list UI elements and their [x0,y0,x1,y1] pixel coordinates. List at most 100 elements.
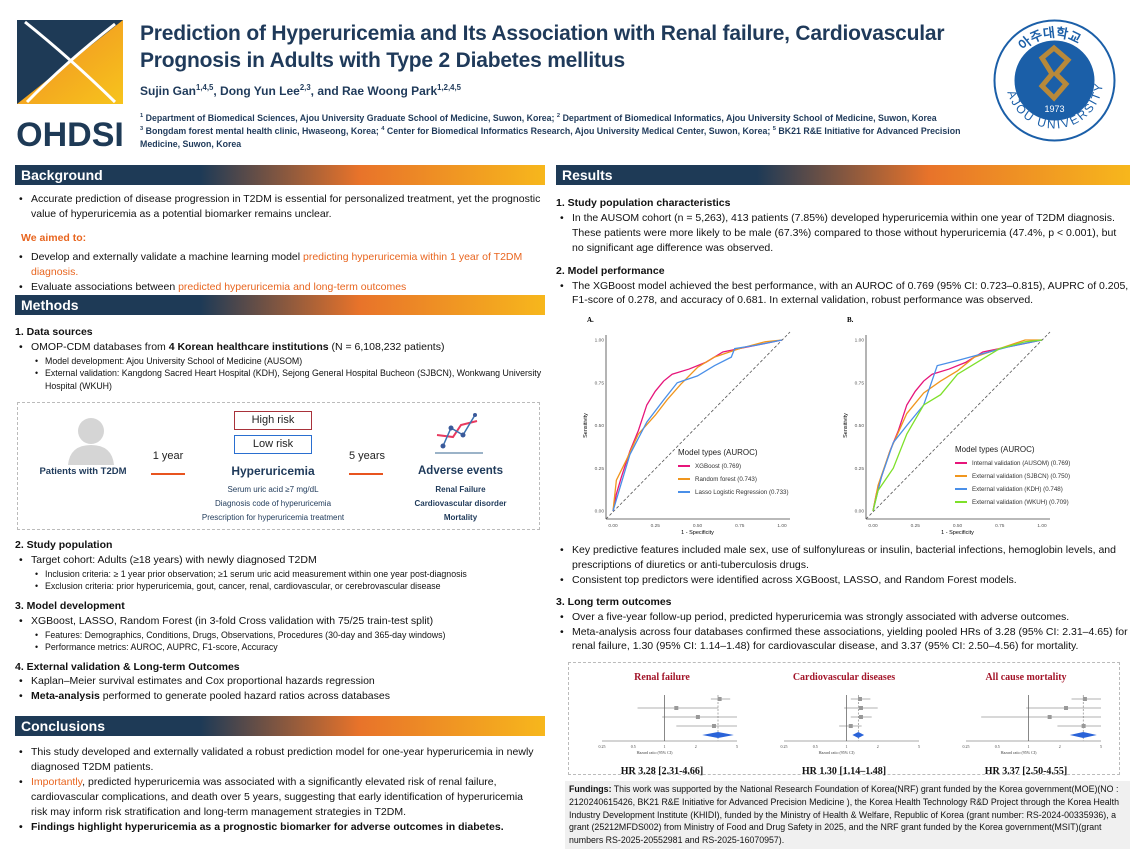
x-axis-label: 1 - Specificity [681,530,714,536]
study-estimate [717,697,722,701]
forest-tick: 0.25 [599,744,606,749]
legend-entry: External validation (KDH) (0.748) [972,486,1063,493]
forest-title: Renal failure [634,672,690,683]
affiliations: 1 Department of Biomedical Sciences, Ajo… [140,113,961,149]
hyperuricemia-criteria: Serum uric acid ≥7 mg/dL Diagnosis code o… [201,485,345,522]
background-bullet: Accurate prediction of disease progressi… [15,192,545,222]
high-risk-box: High risk [234,411,312,430]
study-design-diagram: Patients with T2DM 1 year High risk Low … [17,402,540,530]
results-s1-title: 1. Study population characteristics [556,197,731,209]
external-validation-title: 4. External validation & Long-term Outco… [15,660,240,673]
model-dev-sub: Performance metrics: AUROC, AUPRC, F1-sc… [15,641,545,654]
model-dev-sub: Features: Demographics, Conditions, Drug… [15,629,545,642]
pooled-hr-label: HR 1.30 [1.14–1.48] [801,765,887,777]
patients-label: Patients with T2DM [39,466,127,477]
panel-label: B. [847,316,854,324]
pooled-diamond [702,732,734,738]
data-sources-sub: External validation: Kangdong Sacred Hea… [15,367,545,392]
aims-label: We aimed to: [21,231,87,244]
methods-rest: 2. Study population Target cohort: Adult… [15,532,545,704]
conclusion-bullet: This study developed and externally vali… [15,745,540,775]
x-tick-label: 0.50 [953,523,963,529]
y-tick-label: 0.50 [855,423,865,429]
y-tick-label: 0.00 [855,509,865,515]
fundings: Fundings: This work was supported by the… [565,781,1130,849]
methods-heading: Methods [15,295,545,315]
x-tick-label: 0.25 [651,523,661,529]
adverse-events-label: Adverse events [417,465,504,477]
study-estimate [1082,697,1087,701]
background-section: Accurate prediction of disease progressi… [15,192,545,294]
results-s2-bullet: The XGBoost model achieved the best perf… [556,279,1130,309]
legend-title: Model types (AUROC) [678,448,758,457]
forest-panel: All cause mortality 0.25 0.5 1 2 5 Hazard rati… [941,663,1111,779]
forest-panel: Cardiovascular diseases 0.25 0.5 1 2 5 Hazard … [759,663,929,779]
diagonal-reference [605,331,791,520]
forest-tick: 2 [695,744,697,749]
forest-tick: 5 [736,744,738,749]
legend-entry: XGBoost (0.769) [695,463,741,470]
svg-text:1973: 1973 [1044,104,1064,114]
results-s3-title: 3. Long term outcomes [556,595,672,608]
x-tick-label: 0.75 [735,523,745,529]
hyperuricemia-label: Hyperuricemia [231,464,315,478]
study-population-title: 2. Study population [15,539,113,551]
x-axis-label: 1 - Specificity [941,530,974,536]
forest-x-label: Hazard ratio (95% CI) [1001,750,1038,755]
exclusion-criteria: Exclusion criteria: prior hyperuricemia,… [15,580,545,593]
forest-x-label: Hazard ratio (95% CI) [637,750,674,755]
legend-entry: External validation (SJBCN) (0.750) [972,473,1070,480]
forest-tick: 5 [918,744,920,749]
x-tick-label: 0.50 [693,523,703,529]
results-s2-after: Consistent top predictors were identifie… [556,573,1130,588]
conclusions-heading: Conclusions [15,716,545,736]
y-tick-label: 0.25 [595,466,605,472]
low-risk-box: Low risk [234,435,312,454]
data-sources-title: 1. Data sources [15,326,93,338]
forest-tick: 0.5 [813,744,818,749]
legend-entry: Lasso Logistic Regression (0.733) [695,489,789,496]
inclusion-criteria: Inclusion criteria: ≥ 1 year prior obser… [15,568,545,581]
arrow1-label: 1 year [152,450,184,462]
methods-data-sources: 1. Data sources OMOP-CDM databases from … [15,319,545,392]
results-heading: Results [556,165,1130,185]
y-tick-label: 0.25 [855,466,865,472]
forest-plots: Renal failure 0.25 0.5 1 2 5 Hazard ratio (95%… [568,662,1120,777]
results-s3-bullet: Over a five-year follow-up period, predi… [556,610,1130,625]
forest-x-label: Hazard ratio (95% CI) [819,750,856,755]
pooled-diamond [1069,732,1097,738]
y-tick-label: 1.00 [595,338,605,344]
forest-plot: 0.25 0.5 1 2 5 Hazard ratio (95% CI) [963,695,1102,755]
panel-label: A. [587,316,594,324]
external-bullet: Kaplan–Meier survival estimates and Cox … [15,674,545,689]
conclusions-section: This study developed and externally vali… [15,745,540,834]
ohdsi-logo: OHDSI [15,18,125,154]
x-tick-label: 1.00 [1037,523,1047,529]
pooled-diamond [852,732,865,738]
conclusion-bullet: Importantly, predicted hyperuricemia was… [15,775,540,820]
x-tick-label: 0.00 [868,523,878,529]
legend-entry: Random forest (0.743) [695,476,757,483]
study-estimate [695,715,700,719]
diagonal-reference [865,331,1051,520]
external-bullet: Meta-analysis performed to generate pool… [15,689,545,704]
y-tick-label: 0.50 [595,423,605,429]
forest-tick: 0.5 [995,744,1000,749]
roc-chart-b: B. 0.00 0.00 0.25 0.25 0.50 0.50 0.75 0.75 1.00 1.… [843,316,1070,536]
x-tick-label: 0.00 [608,523,618,529]
arrow2-label: 5 years [348,450,386,462]
forest-tick: 1 [663,744,665,749]
arrow-right-icon [151,473,185,475]
authors: Sujin Gan1,4,5, Dong Yun Lee2,3, and Rae… [140,83,461,98]
pooled-hr-label: HR 3.28 [2.31-4.66] [620,765,704,777]
ajou-university-logo: 1973 AJOU UNIVERSITY 아주대학교 [992,18,1117,143]
forest-tick: 1 [845,744,847,749]
roc-chart-a: A. 0.00 0.00 0.25 0.25 0.50 0.50 0.75 0.75 1.00 1.… [583,316,791,536]
study-estimate [848,724,853,728]
y-tick-label: 1.00 [855,338,865,344]
study-estimate [1081,724,1086,728]
study-estimate [858,715,863,719]
study-population-bullet: Target cohort: Adults (≥18 years) with n… [15,553,545,568]
conclusion-bullet: Findings highlight hyperuricemia as a pr… [15,820,540,835]
trend-chart-icon [435,413,483,454]
